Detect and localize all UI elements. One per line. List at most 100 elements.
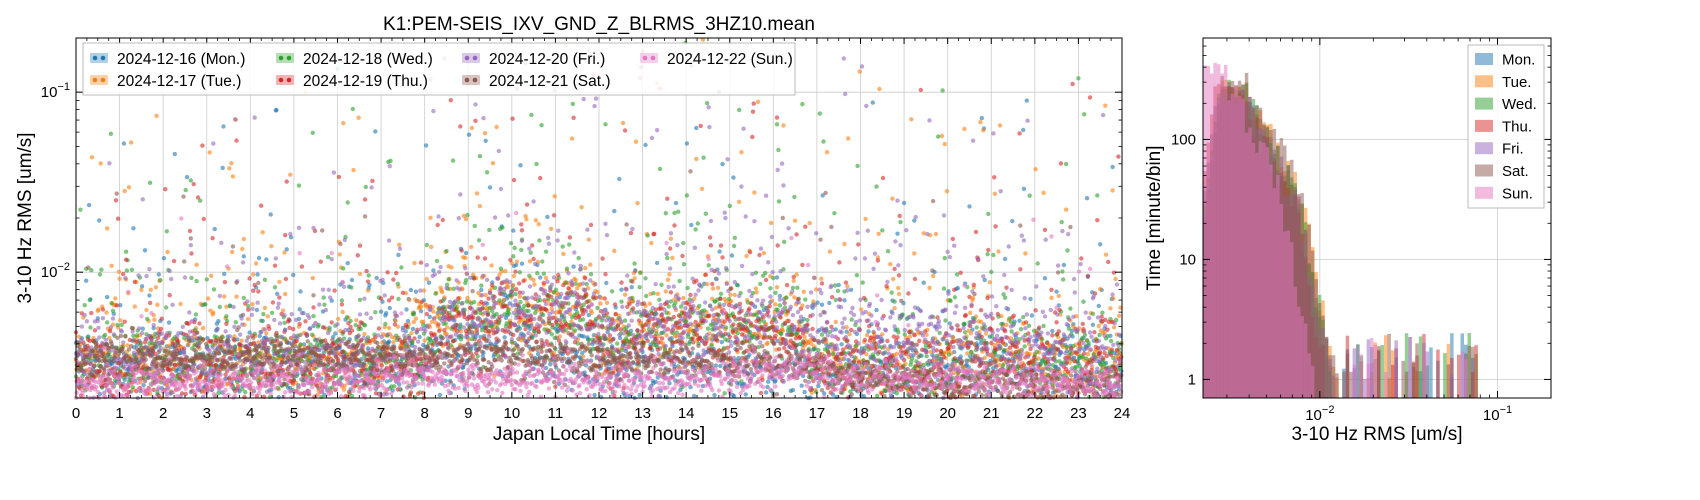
data-point: [451, 286, 456, 291]
data-point: [605, 330, 610, 335]
data-point: [1096, 323, 1102, 329]
data-point: [849, 317, 854, 322]
data-point: [421, 323, 426, 328]
data-point: [373, 310, 378, 315]
data-point: [1111, 325, 1117, 330]
data-point: [409, 330, 414, 336]
data-point: [663, 211, 668, 216]
data-point: [224, 304, 229, 309]
data-point: [76, 334, 82, 339]
data-point: [1111, 296, 1116, 301]
data-point: [400, 290, 406, 295]
data-point: [303, 319, 308, 324]
data-point: [78, 207, 83, 212]
data-point: [463, 277, 469, 283]
data-point: [122, 188, 127, 194]
data-point: [677, 278, 682, 284]
data-point: [600, 256, 605, 261]
data-point: [427, 336, 432, 342]
data-point: [1027, 193, 1032, 198]
data-point: [497, 298, 502, 303]
data-point: [612, 208, 617, 214]
data-point: [717, 249, 722, 254]
data-point: [737, 107, 742, 113]
data-point: [779, 331, 784, 337]
data-point: [333, 331, 338, 336]
data-point: [732, 292, 737, 298]
data-point: [945, 363, 950, 368]
data-point: [1056, 293, 1062, 299]
data-point: [86, 202, 92, 208]
data-point: [1090, 311, 1096, 316]
data-point: [598, 301, 603, 306]
data-point: [1098, 242, 1103, 247]
data-point: [100, 307, 106, 312]
data-point: [353, 323, 358, 328]
data-point: [766, 379, 771, 384]
data-point: [561, 282, 566, 288]
data-point: [519, 261, 525, 266]
data-point: [310, 130, 315, 135]
data-point: [109, 263, 114, 268]
data-point: [622, 128, 628, 133]
data-point: [1061, 344, 1066, 350]
data-point: [533, 218, 538, 223]
data-point: [465, 295, 470, 301]
data-point: [166, 320, 172, 325]
data-point: [269, 310, 275, 315]
data-point: [776, 147, 781, 153]
data-point: [276, 394, 281, 400]
data-point: [188, 178, 193, 183]
data-point: [1098, 286, 1103, 292]
data-point: [751, 334, 756, 339]
data-point: [272, 285, 278, 290]
data-point: [458, 124, 463, 129]
data-point: [423, 143, 429, 148]
data-point: [284, 179, 289, 184]
data-point: [583, 265, 588, 271]
data-point: [436, 322, 441, 327]
data-point: [743, 392, 748, 397]
data-point: [1042, 276, 1048, 281]
data-point: [131, 226, 136, 231]
data-point: [374, 275, 379, 281]
data-point: [450, 158, 456, 163]
data-point: [939, 133, 945, 139]
data-point: [940, 88, 945, 93]
data-point: [239, 338, 244, 343]
data-point: [693, 227, 698, 232]
data-point: [907, 334, 913, 339]
data-point: [379, 363, 384, 368]
data-point: [270, 300, 276, 305]
data-point: [567, 325, 572, 330]
data-point: [1061, 262, 1067, 268]
data-point: [487, 305, 493, 311]
data-point: [1049, 295, 1054, 300]
data-point: [291, 327, 296, 332]
data-point: [513, 291, 518, 297]
data-point: [898, 219, 903, 225]
data-point: [298, 342, 303, 347]
data-point: [166, 343, 172, 348]
data-point: [479, 327, 485, 333]
data-point: [469, 125, 475, 131]
data-point: [664, 394, 669, 400]
data-point: [434, 258, 440, 264]
data-point: [424, 311, 429, 317]
data-point: [1002, 295, 1008, 300]
data-point: [473, 118, 478, 124]
data-point: [267, 326, 272, 331]
data-point: [282, 250, 287, 255]
data-point: [895, 231, 900, 236]
data-point: [105, 294, 110, 300]
data-point: [132, 279, 137, 284]
data-point: [349, 277, 355, 283]
data-point: [814, 287, 819, 292]
data-point: [555, 279, 560, 284]
data-point: [844, 329, 849, 334]
data-point: [125, 343, 130, 348]
data-point: [439, 289, 445, 295]
data-point: [726, 296, 732, 302]
data-point: [705, 282, 710, 287]
data-point: [429, 319, 435, 324]
